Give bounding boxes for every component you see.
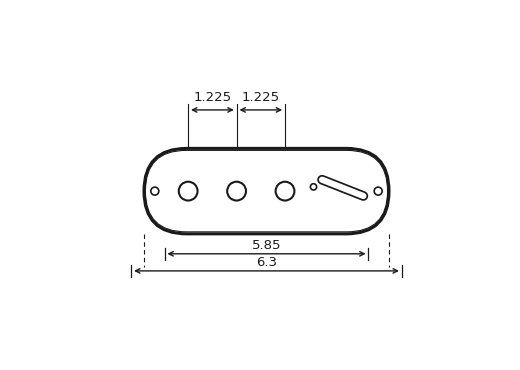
Circle shape: [151, 187, 159, 195]
Text: 1.225: 1.225: [242, 91, 280, 104]
Circle shape: [276, 182, 294, 201]
Text: 6.3: 6.3: [256, 256, 277, 269]
Circle shape: [227, 182, 246, 201]
Circle shape: [374, 187, 382, 195]
Circle shape: [310, 184, 317, 190]
Text: 5.85: 5.85: [252, 239, 281, 252]
FancyBboxPatch shape: [144, 148, 389, 234]
Circle shape: [179, 182, 198, 201]
Text: 1.225: 1.225: [193, 91, 231, 104]
